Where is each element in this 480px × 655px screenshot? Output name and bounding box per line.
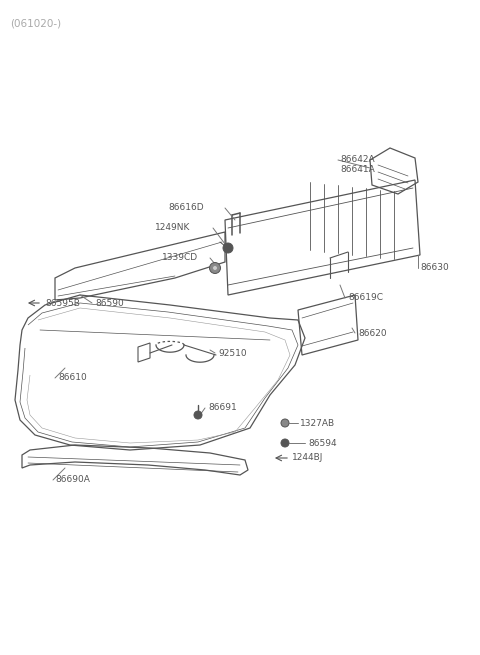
Text: 86690A: 86690A [55, 476, 90, 485]
Text: 86590: 86590 [95, 299, 124, 307]
Text: 86595B: 86595B [45, 299, 80, 307]
Text: 86616D: 86616D [168, 204, 204, 212]
Text: 1249NK: 1249NK [155, 223, 191, 233]
Circle shape [223, 243, 233, 253]
Circle shape [213, 265, 217, 271]
Text: 86610: 86610 [58, 373, 87, 383]
Circle shape [281, 419, 289, 427]
Circle shape [194, 411, 202, 419]
Text: 86594: 86594 [308, 438, 336, 447]
Text: 1327AB: 1327AB [300, 419, 335, 428]
Text: (061020-): (061020-) [10, 18, 61, 28]
Circle shape [209, 263, 220, 274]
Text: 86619C: 86619C [348, 293, 383, 303]
Text: 86642A
86641A: 86642A 86641A [340, 155, 375, 174]
Circle shape [281, 439, 289, 447]
Text: 1339CD: 1339CD [162, 253, 198, 263]
Text: 86691: 86691 [208, 403, 237, 413]
Text: 86630: 86630 [420, 263, 449, 272]
Text: 92510: 92510 [218, 348, 247, 358]
Text: 86620: 86620 [358, 329, 386, 337]
Text: 1244BJ: 1244BJ [292, 453, 324, 462]
